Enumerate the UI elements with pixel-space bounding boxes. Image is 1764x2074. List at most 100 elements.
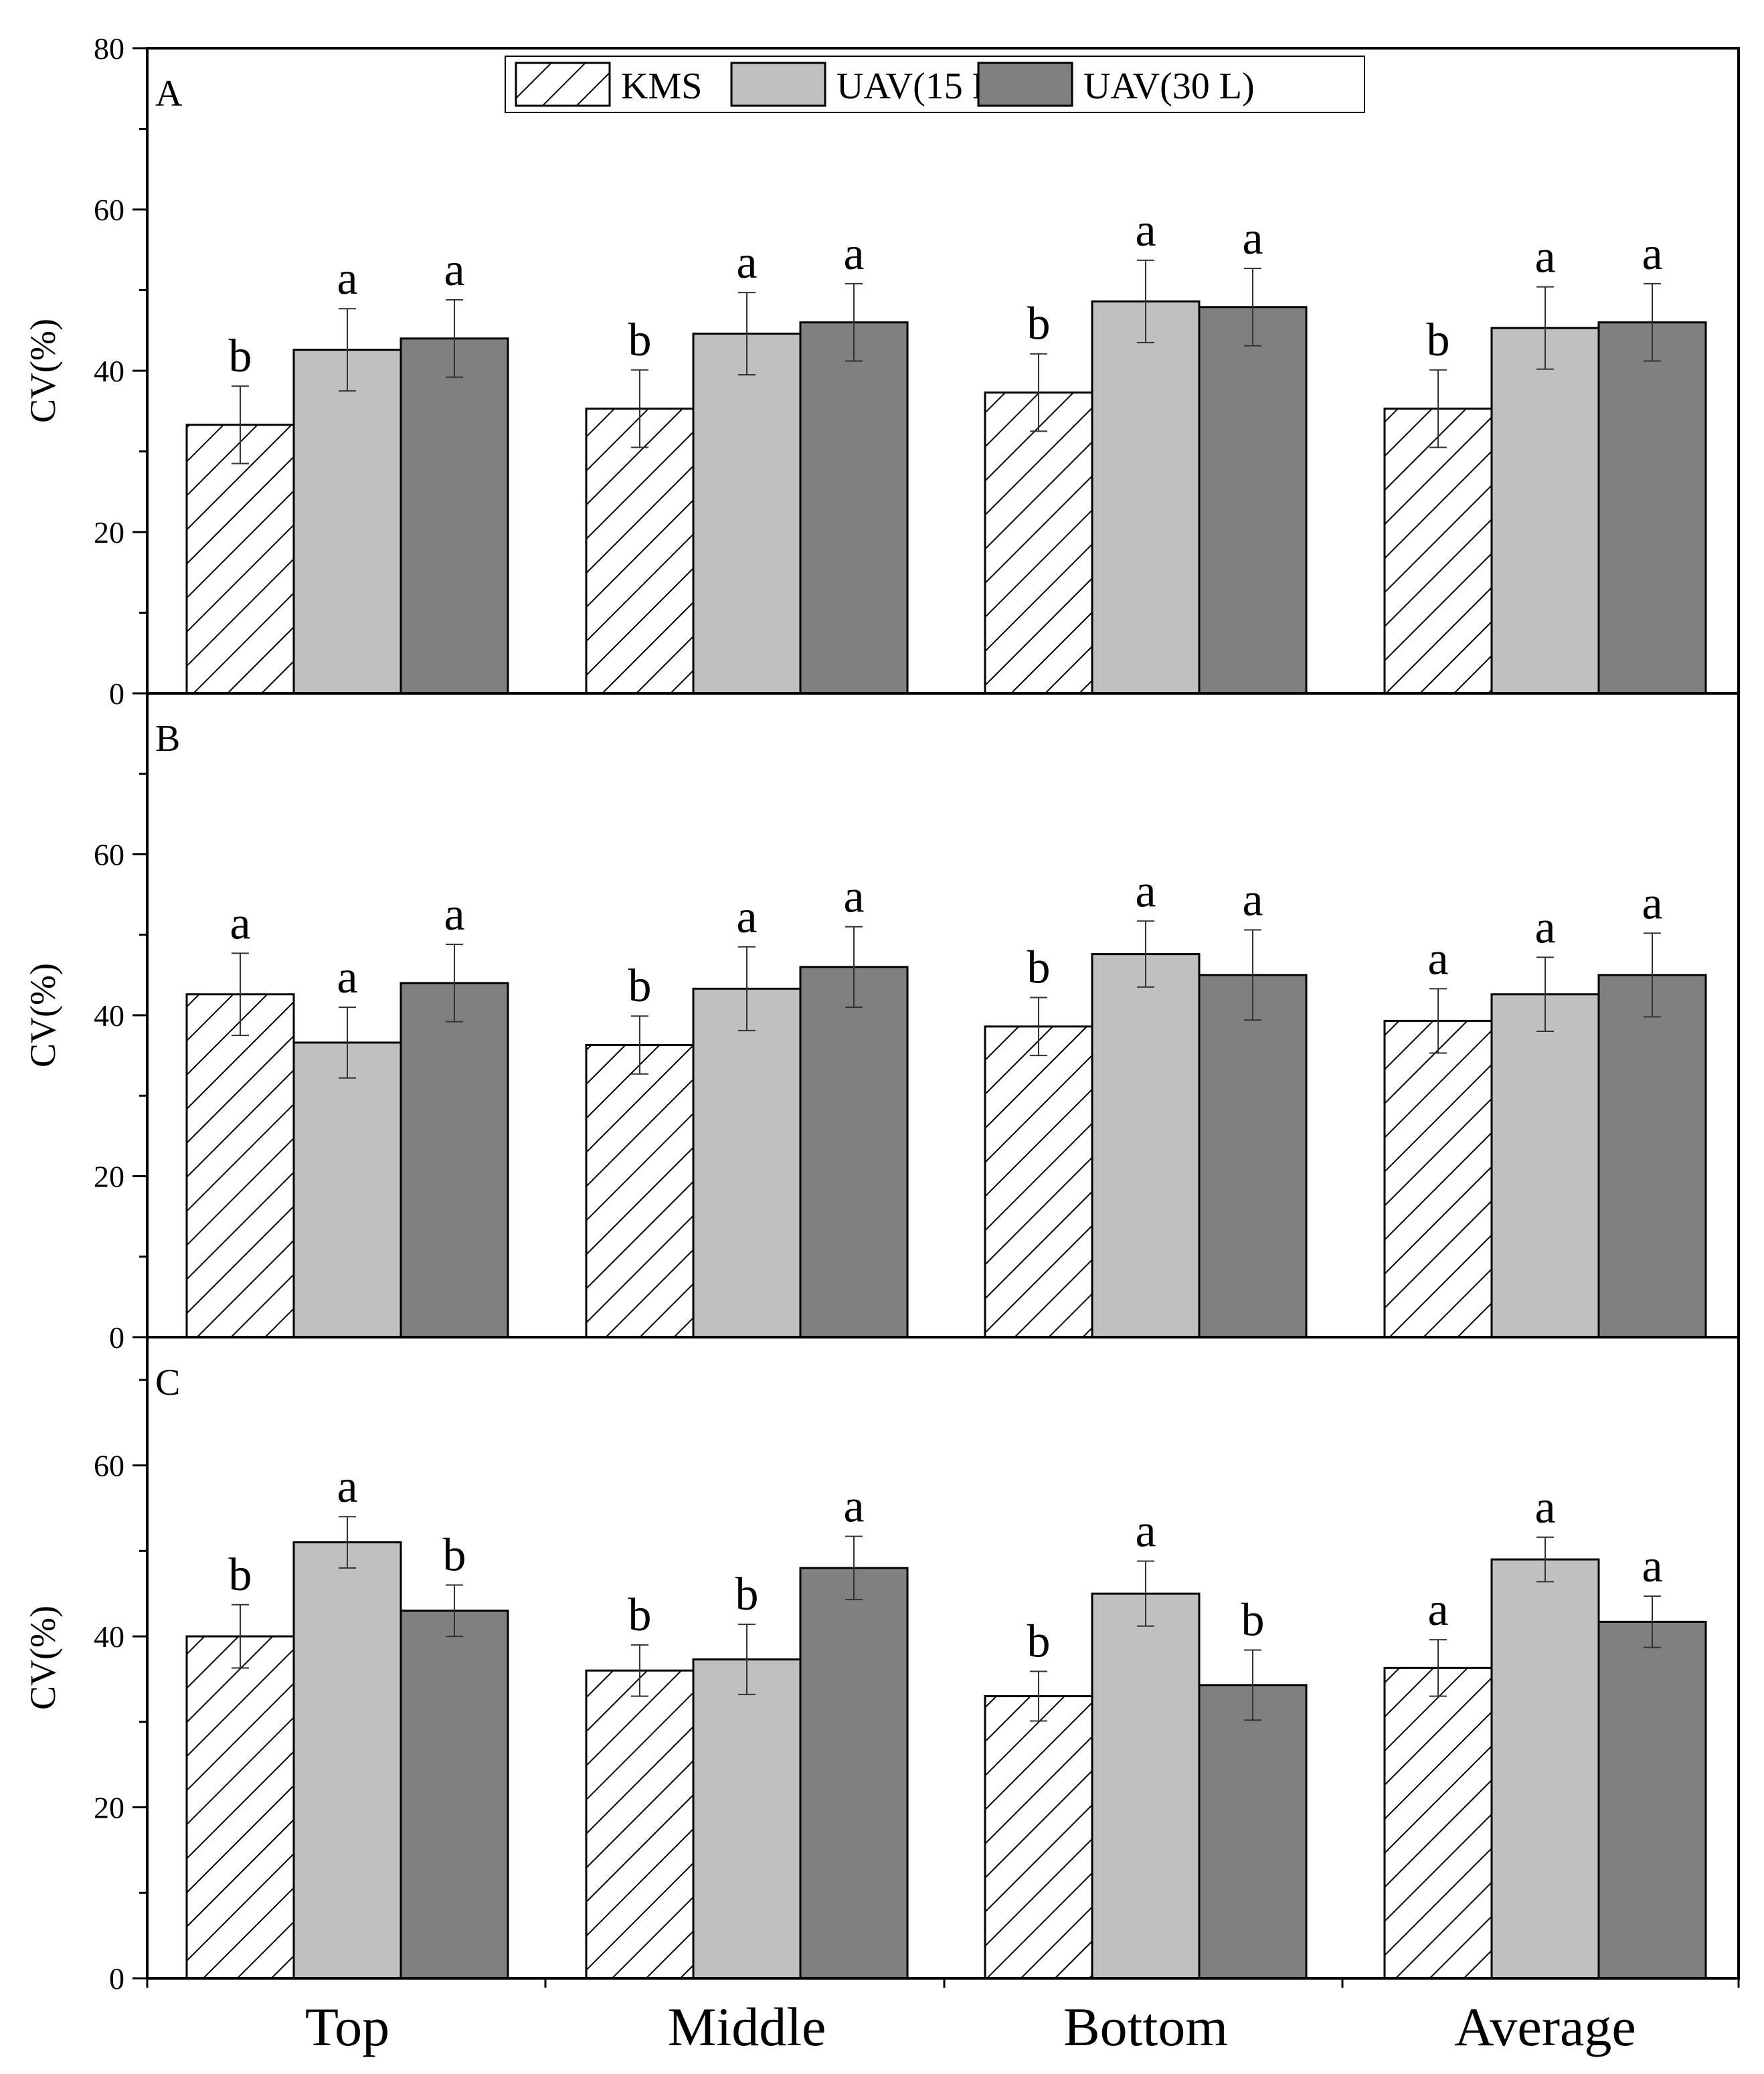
significance-letter: a [1642,1541,1662,1592]
significance-letter: b [628,315,652,366]
y-tick-label: 40 [94,1620,124,1654]
bar [799,1567,909,1980]
significance-letter: a [230,897,250,949]
bar [1490,1558,1600,1980]
bar [799,966,909,1338]
panel-label: A [155,73,183,114]
significance-letter: a [1242,875,1263,926]
y-axis-label: CV(%) [23,963,63,1067]
panel-c: b a b b b a b a b a a a C 0 20 40 60 CV(%) [23,1336,1740,1996]
bar [1198,306,1308,695]
bar [1091,953,1201,1338]
bar [1383,1666,1493,1980]
bar [1490,327,1600,695]
bar [585,1043,695,1338]
significance-letter: b [1427,315,1450,366]
bar [1383,408,1493,695]
significance-letter: a [843,871,864,923]
legend-swatch-1 [515,62,611,107]
significance-letter: a [1534,1482,1555,1533]
significance-letter: a [1534,901,1555,953]
significance-letter: a [1242,213,1263,264]
y-tick-label: 20 [94,1791,124,1825]
panel-frame [146,1336,1740,1980]
significance-letter: a [1427,1584,1448,1636]
x-tick-label: Average [1454,1996,1636,2057]
bar [185,424,295,695]
y-tick-label: 40 [94,354,124,388]
bar [292,349,402,695]
bar [984,1695,1093,1980]
bar [692,987,802,1338]
significance-letter: a [843,228,864,280]
y-tick-label: 20 [94,515,124,549]
significance-letter: a [1427,933,1448,984]
legend-swatch-3 [977,62,1073,107]
bar [1597,1620,1707,1980]
bar [1597,321,1707,695]
significance-letter: b [229,331,252,382]
significance-letter: b [628,1589,652,1641]
y-tick-label: 60 [94,838,124,872]
significance-letter: a [736,891,757,943]
bar [185,1635,295,1980]
bar [1383,1019,1493,1338]
y-tick-label: 0 [109,677,124,711]
bar [585,1669,695,1980]
y-axis-label: CV(%) [23,319,63,423]
bar [692,1658,802,1980]
bar [292,1041,402,1338]
significance-letter: b [1027,1616,1051,1667]
bar [984,1025,1093,1338]
panel-a: b a a b a a b a a b a a A 0 20 40 60 80 CV(%) [23,31,1740,711]
y-tick-label: 60 [94,1449,124,1483]
significance-letter: a [1135,205,1156,256]
panel-label: B [155,718,180,760]
significance-letter: a [1642,228,1662,280]
legend-label: UAV(30 L) [1083,66,1255,107]
significance-letter: b [628,960,652,1012]
significance-letter: b [229,1549,252,1601]
x-tick-label: Middle [668,1996,826,2057]
significance-letter: b [1241,1595,1265,1646]
legend-label: KMS [621,66,702,107]
significance-letter: b [735,1569,759,1620]
bar [1198,1684,1308,1980]
y-tick-label: 80 [94,31,124,66]
significance-letter: a [843,1481,864,1533]
significance-letter: b [443,1529,466,1581]
significance-letter: b [1027,942,1051,994]
bar [400,1610,509,1980]
x-axis: Top Middle Bottom Average [146,1978,1740,2057]
significance-letter: a [1642,877,1662,929]
significance-letter: a [1135,1506,1156,1557]
significance-letter: a [337,253,357,305]
y-tick-label: 0 [109,1962,124,1996]
bar [984,392,1093,695]
y-tick-label: 40 [94,999,124,1033]
panel-b: a a a b a a b a a a a a B 0 20 40 60 CV(%) [23,692,1740,1355]
bar [292,1541,402,1980]
x-tick-label: Top [305,1996,389,2057]
bar [1091,300,1201,695]
legend-swatch-2 [730,62,826,107]
significance-letter: a [1135,865,1156,917]
y-tick-label: 20 [94,1160,124,1194]
bar [1490,993,1600,1338]
significance-letter: b [1027,298,1051,350]
bar [400,337,509,695]
bar [1198,974,1308,1338]
bar [1091,1592,1201,1980]
panel-label: C [155,1362,180,1403]
bar [692,333,802,695]
y-tick-label: 0 [109,1320,124,1355]
legend: KMS UAV(15 L) UAV(30 L) [505,56,1365,113]
bar [1597,974,1707,1338]
y-tick-label: 60 [94,193,124,227]
legend-box [505,56,1365,113]
bar [585,408,695,695]
bar [185,993,295,1338]
significance-letter: a [444,244,464,296]
